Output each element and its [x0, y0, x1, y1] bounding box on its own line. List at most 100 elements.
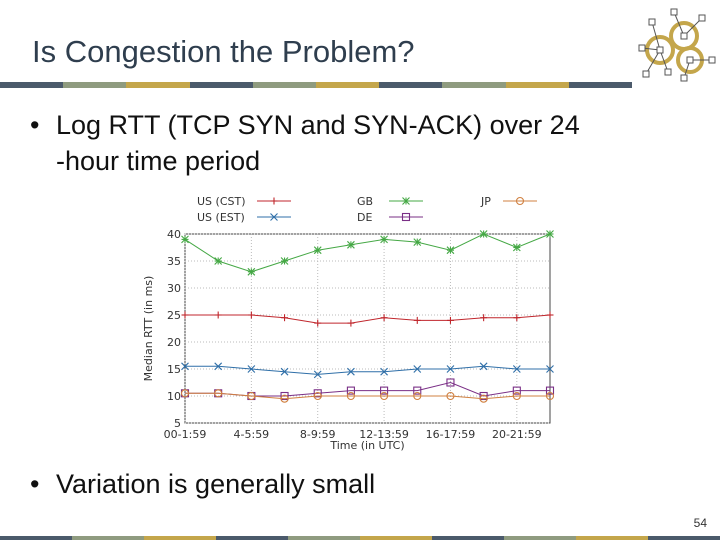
marker-stroke: [401, 212, 411, 222]
data-point: [346, 391, 355, 401]
marker-stroke: [446, 246, 455, 255]
y-tick-label: 25: [167, 309, 181, 322]
bullet-symbol: •: [30, 469, 40, 499]
footer-divider: [0, 536, 720, 540]
legend-label: JP: [480, 195, 491, 208]
plot-frame: [184, 233, 551, 424]
marker-stroke: [446, 378, 455, 387]
series-line: [185, 314, 551, 324]
legend-marker: [402, 197, 410, 205]
data-point: [446, 365, 455, 373]
data-point: [181, 235, 189, 244]
marker-stroke: [214, 257, 223, 265]
marker-stroke: [402, 197, 410, 205]
data-point: [281, 314, 289, 322]
marker-stroke: [313, 389, 322, 398]
x-tick-label: 4-5:59: [234, 428, 270, 441]
legend-marker: [270, 197, 278, 205]
data-point: [446, 316, 454, 324]
rule-segment: [126, 82, 190, 88]
rule-segment: [379, 82, 443, 88]
marker-stroke: [512, 391, 521, 401]
rule-segment: [432, 536, 504, 540]
legend-entry: US (EST): [197, 211, 291, 224]
legend-label: GB: [357, 195, 373, 208]
rule-segment: [63, 82, 127, 88]
series-line: [185, 365, 550, 375]
rule-segment: [72, 536, 144, 540]
data-point: [214, 257, 223, 265]
data-point: [347, 367, 355, 376]
data-point: [280, 367, 289, 376]
bullet-symbol: •: [30, 110, 40, 140]
data-point: [247, 267, 256, 276]
marker-stroke: [479, 391, 488, 401]
rule-segment: [0, 536, 72, 540]
bullet-text: Variation is generally small: [56, 469, 376, 499]
marker-stroke: [181, 362, 189, 371]
data-point: [512, 386, 521, 395]
data-point: [479, 362, 488, 371]
marker-stroke: [413, 386, 422, 395]
legend-entry: DE: [357, 211, 423, 224]
data-point: [313, 391, 322, 401]
bullet-text-continuation: -hour time period: [56, 146, 261, 176]
rule-segment: [189, 82, 253, 88]
data-point: [413, 386, 422, 395]
y-tick-label: 20: [167, 336, 181, 349]
data-point: [545, 391, 555, 401]
x-tick-label: 8-9:59: [300, 428, 336, 441]
marker-stroke: [346, 386, 355, 395]
legend-label: US (EST): [197, 211, 245, 224]
marker-stroke: [479, 394, 488, 403]
marker-stroke: [512, 243, 521, 252]
rule-segment: [144, 536, 216, 540]
data-point: [546, 365, 554, 373]
marker-stroke: [313, 370, 322, 379]
data-point: [546, 230, 554, 238]
y-tick-label: 40: [167, 228, 181, 241]
marker-stroke: [380, 386, 389, 395]
data-point: [413, 391, 422, 401]
rule-segment: [288, 536, 360, 540]
data-point: [446, 391, 455, 401]
marker-stroke: [545, 386, 555, 395]
legend-entry: JP: [480, 195, 537, 208]
title-divider: [0, 82, 633, 88]
marker-stroke: [546, 365, 554, 373]
data-point: [479, 394, 488, 403]
data-point: [413, 365, 422, 373]
data-point: [313, 370, 322, 379]
data-point: [380, 314, 388, 322]
bullet-text: Log RTT (TCP SYN and SYN-ACK) over 24: [56, 110, 580, 140]
legend-label: DE: [357, 211, 372, 224]
marker-stroke: [214, 389, 223, 398]
data-point: [380, 391, 389, 401]
data-point: [280, 257, 289, 265]
page-number: 54: [693, 516, 707, 530]
data-point: [214, 362, 223, 371]
rule-segment: [0, 82, 64, 88]
data-point: [512, 391, 521, 401]
marker-stroke: [446, 365, 455, 373]
marker-stroke: [346, 391, 355, 401]
marker-stroke: [512, 365, 521, 373]
data-point: [346, 386, 355, 395]
series-line: [185, 381, 550, 397]
marker-stroke: [512, 386, 521, 395]
marker-stroke: [479, 362, 488, 371]
data-point: [512, 243, 521, 252]
marker-stroke: [180, 389, 190, 398]
y-tick-label: 30: [167, 282, 181, 295]
rule-segment: [360, 536, 432, 540]
marker-stroke: [347, 240, 355, 249]
y-tick-label: 35: [167, 255, 181, 268]
data-point: [247, 391, 256, 401]
data-point: [214, 311, 222, 319]
rule-segment: [504, 536, 576, 540]
marker-stroke: [313, 246, 322, 255]
legend-entry: GB: [357, 195, 423, 208]
legend-marker: [270, 213, 278, 221]
rule-segment: [505, 82, 569, 88]
data-point: [214, 389, 223, 398]
